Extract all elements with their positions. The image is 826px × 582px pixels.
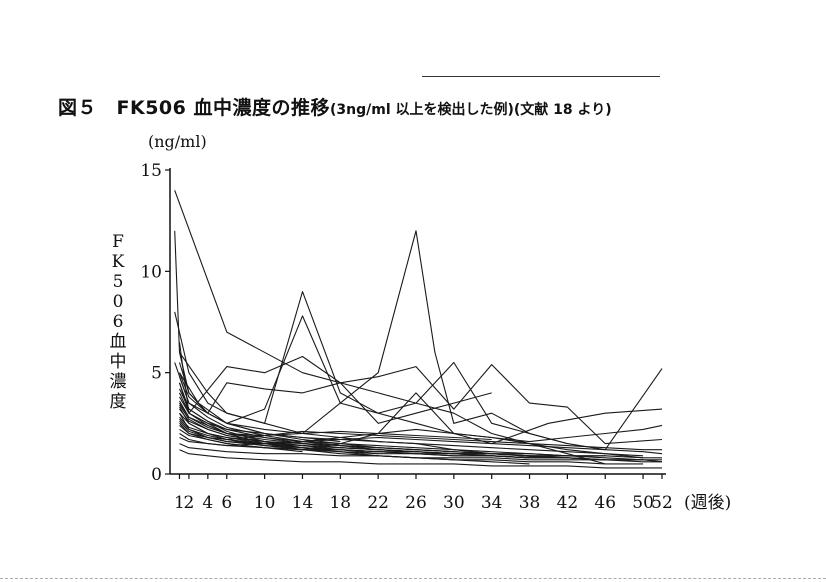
x-tick-label: 14 [292,493,314,513]
series-line-23 [179,420,662,451]
x-tick-label: 30 [443,493,465,513]
series-line-24 [179,400,492,441]
series-line-6 [178,355,663,445]
x-tick-label: 38 [519,493,541,513]
series-layer [174,190,663,469]
x-tick-label: 42 [557,493,579,513]
x-tick-label: 2 [184,493,195,513]
series-line-29 [179,418,568,457]
x-tick-label: 46 [594,493,616,513]
x-tick-label: 34 [481,493,503,513]
x-tick-label: 22 [367,493,389,513]
figure-title: 図５ FK506 血中濃度の推移(3ng/ml 以上を検出した例)(文献 18 … [58,93,612,120]
x-tick-label: 10 [254,493,276,513]
series-line-28 [179,449,662,469]
x-tick-label: 6 [221,493,232,513]
series-line-7 [178,342,663,451]
x-tick-label: 50 [632,493,654,513]
series-line-5 [179,315,663,451]
y-axis-label: FK506血中濃度 [109,232,127,412]
series-line-31 [179,436,663,455]
series-line-32 [178,376,606,461]
series-line-26 [179,424,303,453]
y-unit-label: (ng/ml) [148,132,207,151]
figure-title-sub: (3ng/ml 以上を検出した例)(文献 18 より) [329,102,612,118]
series-line-25 [178,362,341,443]
x-tick-label: 1 [174,493,185,513]
series-line-8 [174,362,492,424]
y-tick-label: 0 [151,465,162,485]
y-tick-label: 5 [151,364,162,384]
top-rule [422,76,660,77]
bottom-rule [0,578,826,579]
y-tick-label: 15 [140,161,162,181]
series-line-4 [179,230,568,445]
x-tick-label: 52 [651,493,673,513]
figure-title-main: 図５ FK506 血中濃度の推移 [58,97,330,119]
x-unit-label: (週後) [684,493,731,513]
series-line-9 [179,392,644,457]
x-tick-label: 26 [405,493,427,513]
x-tick-label: 18 [329,493,351,513]
series-line-30 [179,406,644,465]
series-line-27 [179,404,379,455]
series-line-22 [179,412,663,445]
series-line-10 [179,402,662,461]
y-tick-label: 10 [140,262,162,282]
x-tick-label: 4 [202,493,213,513]
